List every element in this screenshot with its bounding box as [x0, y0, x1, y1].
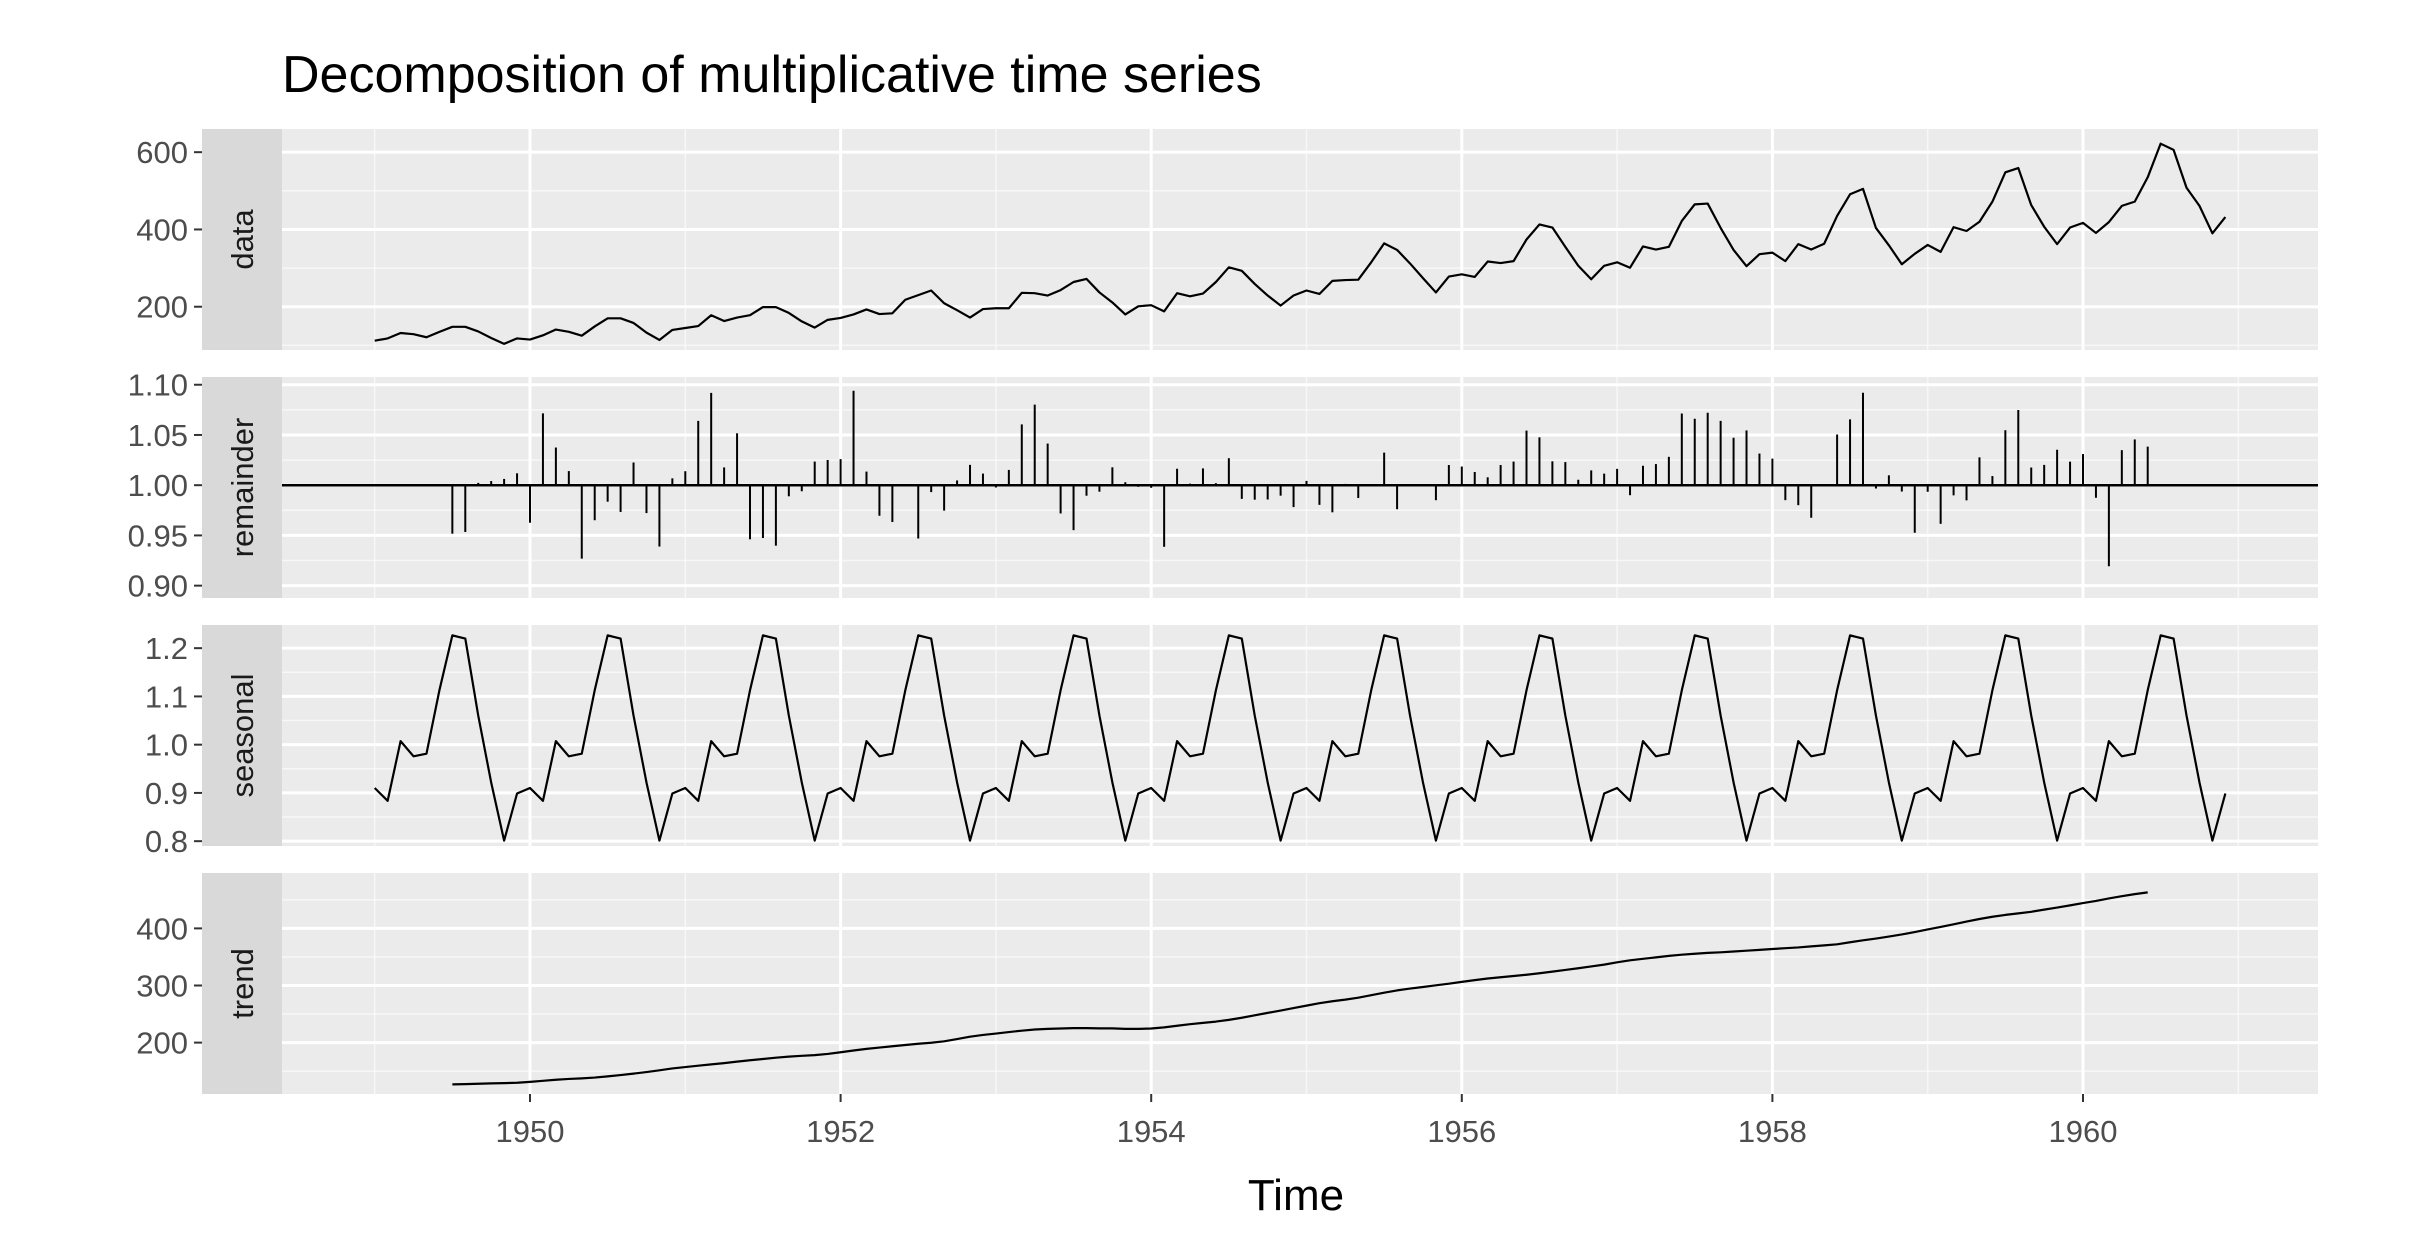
strip-data: [202, 129, 282, 350]
y-tick-label: 1.10: [128, 368, 188, 403]
y-tick-label: 200: [136, 290, 188, 325]
panel-data: 200 400 600 data: [136, 129, 2318, 350]
strip-label: remainder: [225, 418, 260, 558]
strip-trend: [202, 873, 282, 1094]
x-tick-label: 1960: [2049, 1114, 2118, 1149]
series-seasonal: [373, 634, 2227, 842]
strip-label: trend: [225, 948, 260, 1019]
x-tick-label: 1954: [1117, 1114, 1186, 1149]
strip-remainder: [202, 377, 282, 598]
trend-line: [452, 891, 2148, 1086]
strip-seasonal: [202, 625, 282, 846]
x-tick-label: 1952: [806, 1114, 875, 1149]
y-tick-label: 200: [136, 1026, 188, 1061]
x-tick-label: 1950: [496, 1114, 565, 1149]
y-tick-label: 0.95: [128, 518, 188, 553]
y-tick-label: 0.9: [145, 776, 188, 811]
x-tick-label: 1958: [1738, 1114, 1807, 1149]
y-tick-label: 0.90: [128, 569, 188, 604]
y-tick-label: 400: [136, 911, 188, 946]
panel-background: [202, 625, 2318, 846]
strip-label: seasonal: [225, 673, 260, 797]
seasonal-line: [373, 634, 2227, 842]
panel-background: [202, 873, 2318, 1094]
y-tick-label: 300: [136, 968, 188, 1003]
y-tick-label: 400: [136, 212, 188, 247]
series-data: [374, 142, 2227, 345]
panel-remainder: 0.90 0.95 1.00 1.05 1.10 remainder: [128, 368, 2318, 604]
y-tick-label: 600: [136, 135, 188, 170]
series-trend: [452, 891, 2148, 1086]
series-remainder: [282, 390, 2318, 567]
y-tick-label: 1.2: [145, 631, 188, 666]
strip-label: data: [225, 209, 260, 270]
chart-title: Decomposition of multiplicative time ser…: [282, 46, 1262, 104]
panel-seasonal: 0.8 0.9 1.0 1.1 1.2 seasonal: [145, 625, 2318, 859]
x-axis-title: Time: [1248, 1171, 1344, 1220]
y-tick-label: 0.8: [145, 824, 188, 859]
y-tick-label: 1.00: [128, 468, 188, 503]
panel-background: [202, 129, 2318, 350]
data-line: [374, 142, 2227, 345]
y-tick-label: 1.0: [145, 728, 188, 763]
y-tick-label: 1.05: [128, 418, 188, 453]
panel-trend: 200 300 400 trend: [136, 873, 2318, 1094]
x-tick-label: 1956: [1427, 1114, 1496, 1149]
y-tick-label: 1.1: [145, 679, 188, 714]
